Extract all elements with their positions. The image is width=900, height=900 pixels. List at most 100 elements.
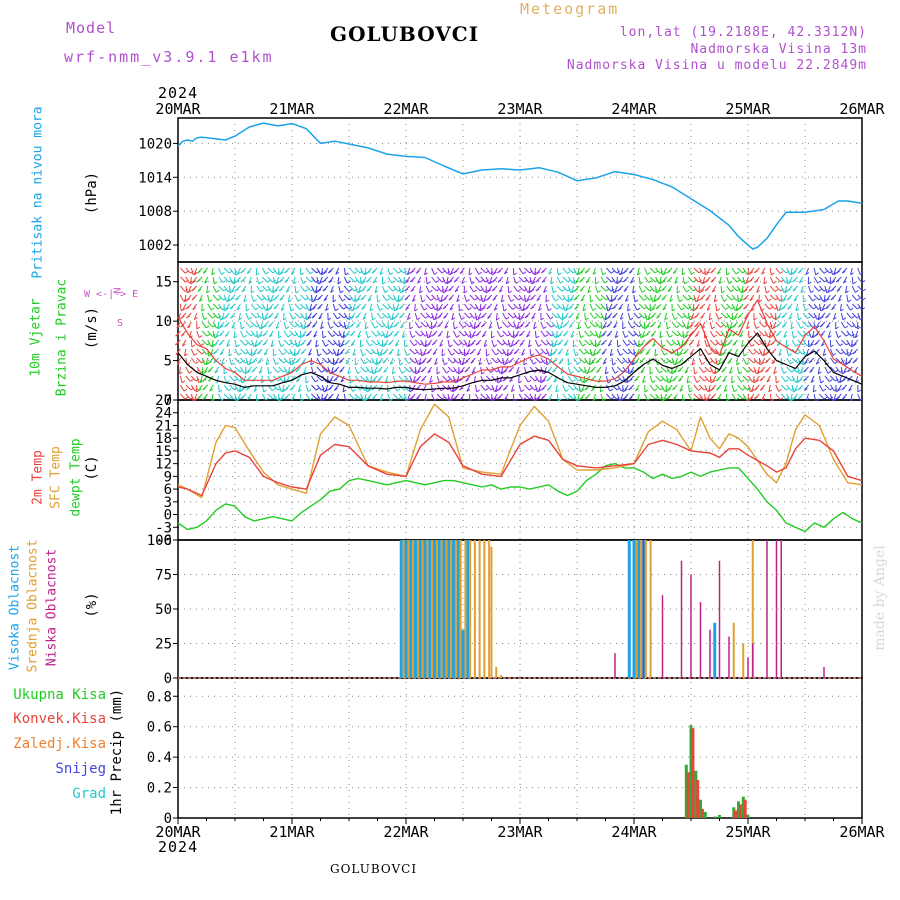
wind-barb-flag xyxy=(649,371,654,375)
wind-barb xyxy=(799,366,804,374)
wind-barb-flag xyxy=(235,297,239,301)
wind-barb-flag xyxy=(332,351,336,355)
wind-barb-flag xyxy=(694,307,699,311)
wind-barb-flag xyxy=(847,369,851,373)
wind-barb xyxy=(193,267,198,275)
wind-barb xyxy=(587,285,591,293)
wind-barb-flag xyxy=(362,353,366,357)
wind-barb-flag xyxy=(684,370,689,374)
wind-barb xyxy=(595,312,601,319)
wind-barb-flag xyxy=(591,361,595,365)
wind-barb xyxy=(441,348,444,357)
wind-barb xyxy=(185,366,190,374)
wind-barb-flag xyxy=(339,369,343,373)
wind-barb-flag xyxy=(861,307,865,311)
wind-barb-flag xyxy=(733,389,738,393)
wind-barb-flag xyxy=(814,333,819,337)
wind-barb xyxy=(780,393,787,400)
wind-barb-flag xyxy=(337,316,341,320)
wind-barb-flag xyxy=(385,335,390,339)
wind-barb xyxy=(846,348,849,356)
wind-barb xyxy=(287,294,291,302)
wind-barb-flag xyxy=(238,317,243,321)
wind-barb xyxy=(179,303,182,311)
wind-barb-flag xyxy=(608,307,613,311)
wind-barb-flag xyxy=(383,370,387,373)
wind-barb xyxy=(201,348,207,355)
wind-barb xyxy=(212,276,215,284)
wind-barb xyxy=(786,375,793,382)
wind-barb xyxy=(373,366,378,374)
wind-barb-flag xyxy=(231,362,235,366)
wind-barb-flag xyxy=(725,307,729,310)
wind-barb xyxy=(616,393,620,401)
wind-barb xyxy=(196,366,202,373)
wind-barb xyxy=(474,294,481,301)
wind-barb-flag xyxy=(848,388,852,392)
wind-barb xyxy=(577,267,580,276)
wind-barb xyxy=(698,357,703,365)
wind-barb-flag xyxy=(288,342,293,346)
wind-barb xyxy=(245,312,250,320)
wind-barb-flag xyxy=(283,360,287,364)
wind-barb xyxy=(513,312,519,319)
wind-barb xyxy=(827,330,831,338)
wind-barb xyxy=(289,312,294,320)
wind-barb xyxy=(332,303,336,311)
wind-barb-flag xyxy=(726,398,730,402)
wind-barb-flag xyxy=(519,324,524,328)
wind-barb-flag xyxy=(666,396,671,400)
wind-barb-flag xyxy=(325,343,329,347)
y-tick-label: 0 xyxy=(164,393,172,409)
wind-barb xyxy=(687,384,691,392)
wind-barb xyxy=(229,384,235,391)
wind-barb-flag xyxy=(293,281,297,285)
x-tick-label-top: 24MAR xyxy=(611,100,657,118)
wind-barb-flag xyxy=(405,307,409,311)
wind-barb-flag xyxy=(409,326,414,330)
wind-barb xyxy=(431,393,435,401)
wind-barb-flag xyxy=(779,271,784,274)
wind-barb-flag xyxy=(453,279,458,283)
wind-barb xyxy=(338,312,345,319)
wind-barb xyxy=(453,357,459,364)
wind-barb xyxy=(267,294,270,302)
wind-barb-flag xyxy=(823,270,828,274)
wind-barb-flag xyxy=(283,317,287,321)
wind-barb-flag xyxy=(434,397,438,401)
wind-barb xyxy=(371,348,377,355)
wind-barb-flag xyxy=(300,342,305,346)
wind-barb xyxy=(300,303,306,310)
wind-barb-flag xyxy=(531,316,535,320)
wind-barb xyxy=(245,348,251,356)
wind-barb xyxy=(185,267,191,274)
wind-barb-flag xyxy=(809,369,813,373)
wind-barb-flag xyxy=(679,299,683,303)
wind-barb xyxy=(778,303,782,311)
wind-barb xyxy=(708,384,711,392)
wind-barb xyxy=(289,348,294,356)
x-tick-label-top: 25MAR xyxy=(725,100,771,118)
wind-barb xyxy=(316,357,321,365)
wind-barb-flag xyxy=(192,307,196,311)
wind-barb-flag xyxy=(348,288,353,292)
wind-barb xyxy=(829,348,834,356)
wind-barb xyxy=(229,276,233,284)
wind-barb xyxy=(343,321,347,329)
wind-barb xyxy=(256,321,261,329)
wind-barb xyxy=(291,357,296,365)
wind-barb-flag xyxy=(595,351,600,355)
wind-barb-flag xyxy=(487,316,491,320)
wind-barb-flag xyxy=(496,360,500,364)
wind-barb xyxy=(737,294,739,302)
wind-barb-flag xyxy=(302,281,307,284)
wind-barb-flag xyxy=(700,289,705,293)
wind-barb-flag xyxy=(407,317,411,321)
wind-barb xyxy=(379,267,383,275)
wind-barb xyxy=(733,312,738,320)
wind-barb xyxy=(718,276,722,284)
wind-barb-flag xyxy=(369,343,373,347)
wind-barb xyxy=(802,312,808,319)
wind-barb xyxy=(688,294,694,301)
wind-barb xyxy=(573,276,575,285)
